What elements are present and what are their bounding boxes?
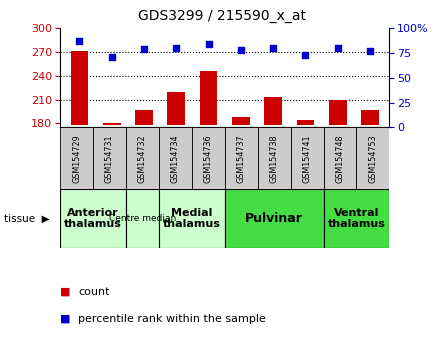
Text: tissue  ▶: tissue ▶ xyxy=(4,213,50,224)
Bar xyxy=(126,189,159,248)
Point xyxy=(205,41,212,47)
Bar xyxy=(225,127,258,189)
Bar xyxy=(159,189,225,248)
Bar xyxy=(329,100,347,125)
Text: GSM154753: GSM154753 xyxy=(368,134,377,183)
Text: ■: ■ xyxy=(60,287,71,297)
Bar xyxy=(356,127,389,189)
Text: GSM154734: GSM154734 xyxy=(171,134,180,183)
Bar xyxy=(103,124,121,125)
Text: GSM154729: GSM154729 xyxy=(72,134,81,183)
Bar xyxy=(361,110,379,125)
Bar xyxy=(60,127,93,189)
Point xyxy=(141,46,148,52)
Text: Anterior
thalamus: Anterior thalamus xyxy=(64,208,122,229)
Text: Centre median: Centre median xyxy=(109,214,176,223)
Point xyxy=(108,54,115,60)
Text: GSM154732: GSM154732 xyxy=(138,134,147,183)
Bar xyxy=(159,127,192,189)
Bar xyxy=(167,92,185,125)
Point xyxy=(270,45,277,51)
Bar xyxy=(93,127,126,189)
Point xyxy=(302,52,309,58)
Bar xyxy=(225,189,324,248)
Bar xyxy=(200,71,218,125)
Point xyxy=(76,38,83,44)
Bar xyxy=(324,127,356,189)
Text: percentile rank within the sample: percentile rank within the sample xyxy=(78,314,266,324)
Text: GSM154748: GSM154748 xyxy=(336,134,344,183)
Bar xyxy=(126,127,159,189)
Bar xyxy=(258,127,291,189)
Text: Pulvinar: Pulvinar xyxy=(245,212,303,225)
Text: GSM154737: GSM154737 xyxy=(237,134,246,183)
Bar xyxy=(60,189,126,248)
Text: ■: ■ xyxy=(60,314,71,324)
Text: Ventral
thalamus: Ventral thalamus xyxy=(328,208,385,229)
Bar xyxy=(264,97,282,125)
Point xyxy=(366,48,373,54)
Bar xyxy=(296,120,314,125)
Bar xyxy=(192,127,225,189)
Point xyxy=(334,45,341,51)
Bar xyxy=(232,117,250,125)
Text: GSM154741: GSM154741 xyxy=(303,134,312,183)
Text: GSM154738: GSM154738 xyxy=(270,134,279,183)
Text: GSM154736: GSM154736 xyxy=(204,134,213,183)
Bar xyxy=(71,51,88,125)
Point xyxy=(237,47,244,53)
Text: count: count xyxy=(78,287,109,297)
Bar xyxy=(291,127,324,189)
Bar xyxy=(324,189,389,248)
Bar xyxy=(135,110,153,125)
Text: GDS3299 / 215590_x_at: GDS3299 / 215590_x_at xyxy=(138,9,307,23)
Point xyxy=(173,45,180,51)
Text: Medial
thalamus: Medial thalamus xyxy=(163,208,221,229)
Text: GSM154731: GSM154731 xyxy=(105,134,114,183)
